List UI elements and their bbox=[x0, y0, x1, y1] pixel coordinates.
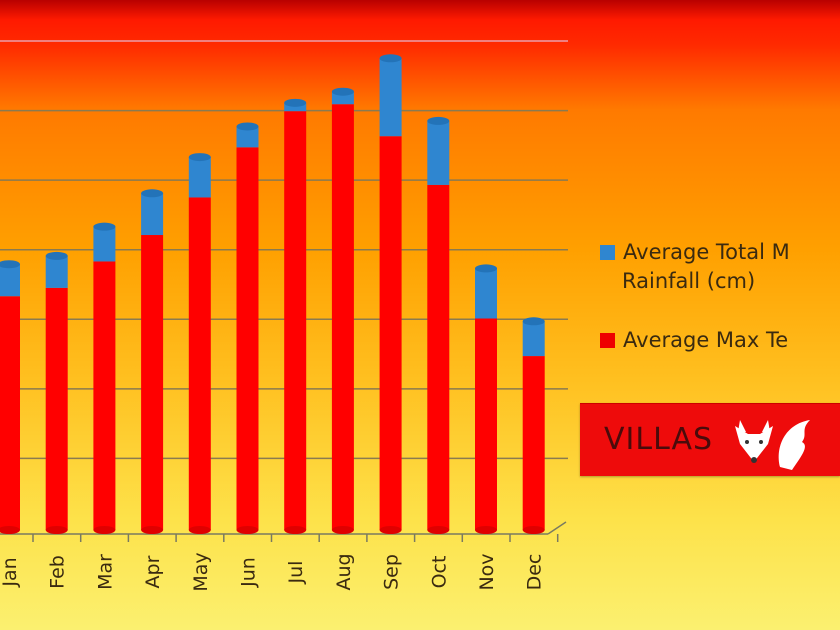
legend-label-temperature: Average Max Te bbox=[623, 328, 789, 352]
bar-cap-oct bbox=[427, 116, 450, 125]
bar-rainfall-may bbox=[188, 157, 211, 198]
x-tick-label: Jun bbox=[238, 557, 260, 588]
x-tick-label: Jan bbox=[0, 557, 21, 587]
bar-rainfall-jan bbox=[0, 264, 20, 297]
logo-text: VILLAS bbox=[604, 422, 714, 457]
villas-logo: VILLAS bbox=[580, 403, 840, 476]
x-tick-label: Mar bbox=[94, 554, 116, 590]
bar-base-jun bbox=[236, 526, 259, 534]
bar-base-dec bbox=[522, 526, 545, 534]
bar-base-may bbox=[188, 526, 211, 534]
bar-base-sep bbox=[379, 526, 402, 534]
bar-temperature-jul bbox=[284, 111, 307, 531]
bar-temperature-oct bbox=[427, 184, 450, 530]
x-tick-label: Sep bbox=[381, 554, 403, 590]
bar-rainfall-feb bbox=[45, 255, 68, 288]
bar-cap-sep bbox=[379, 54, 402, 63]
legend-swatch-blue bbox=[600, 245, 615, 260]
bar-temperature-apr bbox=[141, 235, 164, 530]
bar-temperature-dec bbox=[522, 356, 545, 530]
legend-item-temperature: Average Max Te bbox=[600, 328, 789, 352]
bar-cap-nov bbox=[475, 264, 497, 273]
bar-rainfall-jul bbox=[284, 102, 307, 112]
bar-cap-jan bbox=[0, 260, 20, 269]
bar-base-mar bbox=[93, 526, 116, 534]
bar-cap-jun bbox=[236, 122, 259, 131]
bar-rainfall-oct bbox=[427, 120, 450, 185]
legend-label-rainfall: Average Total M bbox=[623, 240, 790, 264]
x-axis-depth bbox=[547, 521, 567, 535]
bar-base-aug bbox=[331, 526, 354, 534]
bar-base-oct bbox=[427, 526, 450, 534]
bar-rainfall-jun bbox=[236, 126, 259, 148]
bar-temperature-jan bbox=[0, 296, 20, 530]
bar-base-jan bbox=[0, 526, 20, 534]
bar-temperature-feb bbox=[45, 287, 68, 530]
x-tick-label: Nov bbox=[476, 553, 498, 590]
chart-plot: Jan Feb Mar Apr May Jun Jul Aug Sep Oct Nov Dec bbox=[0, 40, 568, 592]
bar-rainfall-dec bbox=[522, 321, 545, 357]
bar-base-nov bbox=[475, 526, 497, 534]
bar-rainfall-nov bbox=[475, 268, 497, 319]
x-tick-label: Oct bbox=[428, 556, 450, 589]
bar-cap-dec bbox=[522, 317, 545, 326]
x-tick-label: Feb bbox=[47, 555, 69, 589]
bar-rainfall-apr bbox=[141, 193, 164, 236]
bar-temperature-aug bbox=[331, 104, 354, 531]
x-tick-label: Aug bbox=[333, 553, 355, 590]
bar-base-jul bbox=[284, 526, 307, 534]
bar-cap-feb bbox=[45, 251, 68, 260]
bar-temperature-mar bbox=[93, 261, 116, 530]
bar-cap-aug bbox=[331, 87, 354, 96]
bar-rainfall-mar bbox=[93, 226, 116, 262]
bar-cap-mar bbox=[93, 222, 116, 231]
bar-cap-apr bbox=[141, 189, 164, 198]
bar-cap-jul bbox=[284, 98, 307, 107]
bar-base-apr bbox=[141, 526, 164, 534]
x-tick-label: Dec bbox=[524, 554, 546, 591]
fox-icon bbox=[735, 420, 810, 470]
bar-rainfall-sep bbox=[379, 58, 402, 137]
bar-base-feb bbox=[45, 526, 68, 534]
legend-item-rainfall: Average Total M Rainfall (cm) bbox=[600, 240, 790, 298]
legend-label-rainfall-2: Rainfall (cm) bbox=[622, 269, 756, 293]
bar-temperature-jun bbox=[236, 147, 259, 530]
bar-temperature-nov bbox=[475, 318, 497, 530]
bar-cap-may bbox=[188, 153, 211, 162]
bar-temperature-may bbox=[188, 197, 211, 530]
bar-temperature-sep bbox=[379, 136, 402, 530]
x-tick-label: Jul bbox=[285, 561, 307, 585]
x-tick-label: Apr bbox=[142, 555, 164, 588]
legend-swatch-red bbox=[600, 333, 615, 348]
x-tick-label: May bbox=[190, 552, 212, 591]
